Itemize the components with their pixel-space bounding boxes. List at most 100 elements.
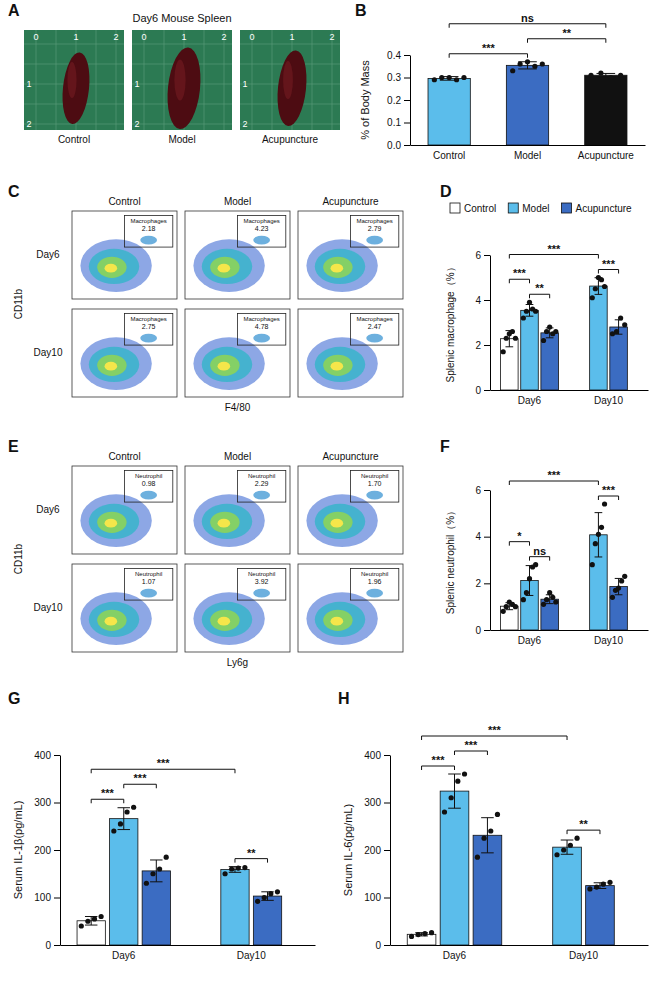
data-point bbox=[416, 932, 421, 937]
data-point bbox=[268, 891, 273, 896]
ruler-line bbox=[132, 44, 232, 45]
flow-plot: Neutrophil1.70 bbox=[298, 466, 403, 554]
error-bar-cap bbox=[261, 900, 273, 901]
density-cloud bbox=[218, 362, 231, 371]
density-cloud bbox=[366, 589, 383, 598]
photo: 01122 bbox=[240, 30, 340, 130]
plot-frame bbox=[72, 211, 177, 299]
density-cloud bbox=[97, 355, 126, 376]
data-point bbox=[608, 75, 613, 80]
data-point bbox=[618, 73, 623, 78]
ruler-line bbox=[24, 44, 124, 45]
data-point bbox=[541, 602, 546, 607]
y-tick-label: 0.0 bbox=[387, 140, 401, 151]
ruler-label: 2 bbox=[26, 119, 31, 129]
data-point bbox=[85, 919, 90, 924]
flow-plot: Macrophages2.79 bbox=[298, 211, 403, 299]
y-tick-mark bbox=[54, 803, 60, 804]
y-axis-line bbox=[60, 756, 61, 946]
gate-label: Neutrophil bbox=[361, 571, 388, 577]
gate bbox=[351, 568, 399, 600]
gate-value: 2.79 bbox=[368, 225, 382, 232]
gate-label: Neutrophil bbox=[135, 473, 162, 479]
data-point bbox=[599, 277, 604, 282]
y-tick-mark bbox=[404, 78, 410, 79]
x-tick-label: Day6 bbox=[112, 950, 136, 961]
data-point bbox=[593, 286, 598, 291]
legend: ControlModelAcupuncture bbox=[450, 203, 632, 214]
bar bbox=[585, 75, 627, 145]
ruler-label: 2 bbox=[134, 119, 139, 129]
data-point bbox=[92, 916, 97, 921]
bar bbox=[253, 896, 281, 945]
error-bar-stem bbox=[454, 774, 455, 808]
density-cloud bbox=[253, 589, 270, 598]
bar bbox=[610, 327, 628, 390]
data-point bbox=[618, 315, 623, 320]
x-axis-line bbox=[61, 945, 316, 946]
panel-a: ADay6 Mouse Spleen01122Control01122Model… bbox=[8, 2, 340, 145]
significance-bracket bbox=[449, 24, 606, 28]
x-tick-label: Control bbox=[433, 150, 465, 161]
y-tick-mark bbox=[384, 850, 390, 851]
y-tick: 300 bbox=[34, 797, 60, 808]
data-point bbox=[587, 886, 592, 891]
y-tick-mark bbox=[484, 345, 490, 346]
column-title: Model bbox=[224, 196, 251, 207]
column-title: Control bbox=[108, 451, 140, 462]
y-tick-label: 300 bbox=[364, 797, 381, 808]
data-point bbox=[554, 852, 559, 857]
column-title: Control bbox=[108, 196, 140, 207]
x-axis-title: F4/80 bbox=[225, 402, 251, 413]
y-tick-mark bbox=[484, 630, 490, 631]
bar-panel: F0246Day6Day10Splenic neutrophil（%）ns***… bbox=[440, 438, 649, 646]
significance-bracket bbox=[124, 784, 157, 788]
density-cloud bbox=[323, 512, 352, 533]
plot-frame bbox=[298, 564, 403, 652]
significance-bracket bbox=[509, 481, 598, 485]
y-tick-mark bbox=[404, 123, 410, 124]
data-point bbox=[150, 871, 155, 876]
error-bar bbox=[448, 774, 461, 808]
significance-bracket bbox=[422, 736, 567, 740]
significance-bracket bbox=[598, 270, 618, 274]
error-bar-cap bbox=[595, 294, 603, 295]
density-cloud bbox=[105, 362, 118, 371]
y-tick-mark bbox=[484, 537, 490, 538]
ruler-line bbox=[116, 30, 117, 130]
data-point bbox=[622, 574, 627, 579]
ruler-label: 1 bbox=[289, 32, 294, 42]
ruler-line bbox=[36, 30, 37, 130]
significance-label: *** bbox=[547, 243, 561, 255]
plot-frame bbox=[72, 564, 177, 652]
data-point bbox=[517, 61, 522, 66]
flow-plot: Neutrophil1.96 bbox=[298, 564, 403, 652]
density-cloud bbox=[97, 257, 126, 278]
data-point bbox=[524, 590, 529, 595]
data-point bbox=[144, 881, 149, 886]
significance-label: * bbox=[517, 530, 522, 542]
significance-bracket bbox=[567, 830, 600, 834]
density-cloud bbox=[315, 347, 365, 382]
significance-label: *** bbox=[134, 772, 148, 784]
x-axis: ControlModelAcupuncture bbox=[411, 146, 646, 162]
y-tick: 0.4 bbox=[387, 50, 410, 61]
plot-frame bbox=[185, 564, 290, 652]
data-point bbox=[229, 866, 234, 871]
flow-panel: EControlModelAcupunctureDay6Neutrophil0.… bbox=[8, 438, 403, 668]
density-cloud bbox=[89, 347, 139, 382]
data-point bbox=[481, 836, 486, 841]
gate-value: 2.18 bbox=[142, 225, 156, 232]
error-bar-stem bbox=[598, 278, 599, 295]
density-cloud bbox=[210, 257, 239, 278]
plot-frame bbox=[72, 309, 177, 397]
data-point bbox=[590, 562, 595, 567]
data-point bbox=[527, 300, 532, 305]
group-label: Model bbox=[168, 134, 195, 145]
data-point bbox=[439, 75, 444, 80]
density-cloud bbox=[323, 355, 352, 376]
significance-bracket bbox=[528, 39, 606, 43]
y-axis-title: % of Body Mass bbox=[359, 60, 371, 140]
ruler-line bbox=[312, 30, 313, 130]
data-point bbox=[521, 315, 526, 320]
